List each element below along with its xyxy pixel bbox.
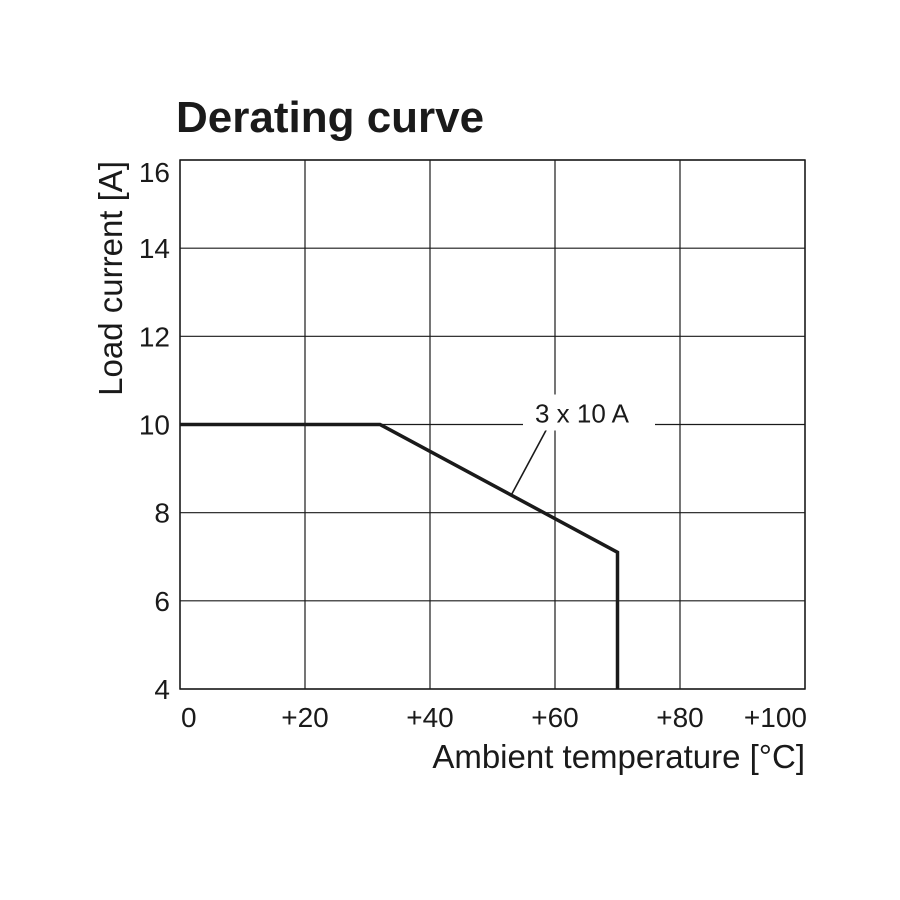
- series-line-0: [180, 422, 620, 689]
- y-tick-label: 16: [139, 157, 170, 188]
- chart-title: Derating curve: [176, 93, 485, 142]
- y-tick-label: 6: [154, 586, 170, 617]
- y-tick-labels: 4 6 8 10 12 14 16: [139, 157, 170, 705]
- x-axis-label: Ambient temperature [°C]: [432, 738, 805, 775]
- y-tick-label: 10: [139, 410, 170, 441]
- y-tick-label: 8: [154, 498, 170, 529]
- x-tick-label: 0: [181, 702, 197, 733]
- x-tick-label: +80: [656, 702, 704, 733]
- x-tick-label: +100: [744, 702, 807, 733]
- annotation-leader-line: [510, 428, 548, 496]
- x-tick-labels: 0 +20 +40 +60 +80 +100: [181, 702, 807, 733]
- annotation-label-background: [523, 394, 655, 431]
- y-axis-label: Load current [A]: [92, 161, 129, 396]
- series-annotation-label: 3 x 10 A: [535, 399, 630, 429]
- series-layer: [180, 422, 620, 689]
- y-tick-label: 4: [154, 674, 170, 705]
- y-tick-label: 14: [139, 233, 170, 264]
- x-tick-label: +60: [531, 702, 579, 733]
- y-tick-label: 12: [139, 321, 170, 352]
- x-tick-label: +40: [406, 702, 454, 733]
- x-tick-label: +20: [281, 702, 329, 733]
- annotation-layer: 3 x 10 A: [510, 394, 655, 496]
